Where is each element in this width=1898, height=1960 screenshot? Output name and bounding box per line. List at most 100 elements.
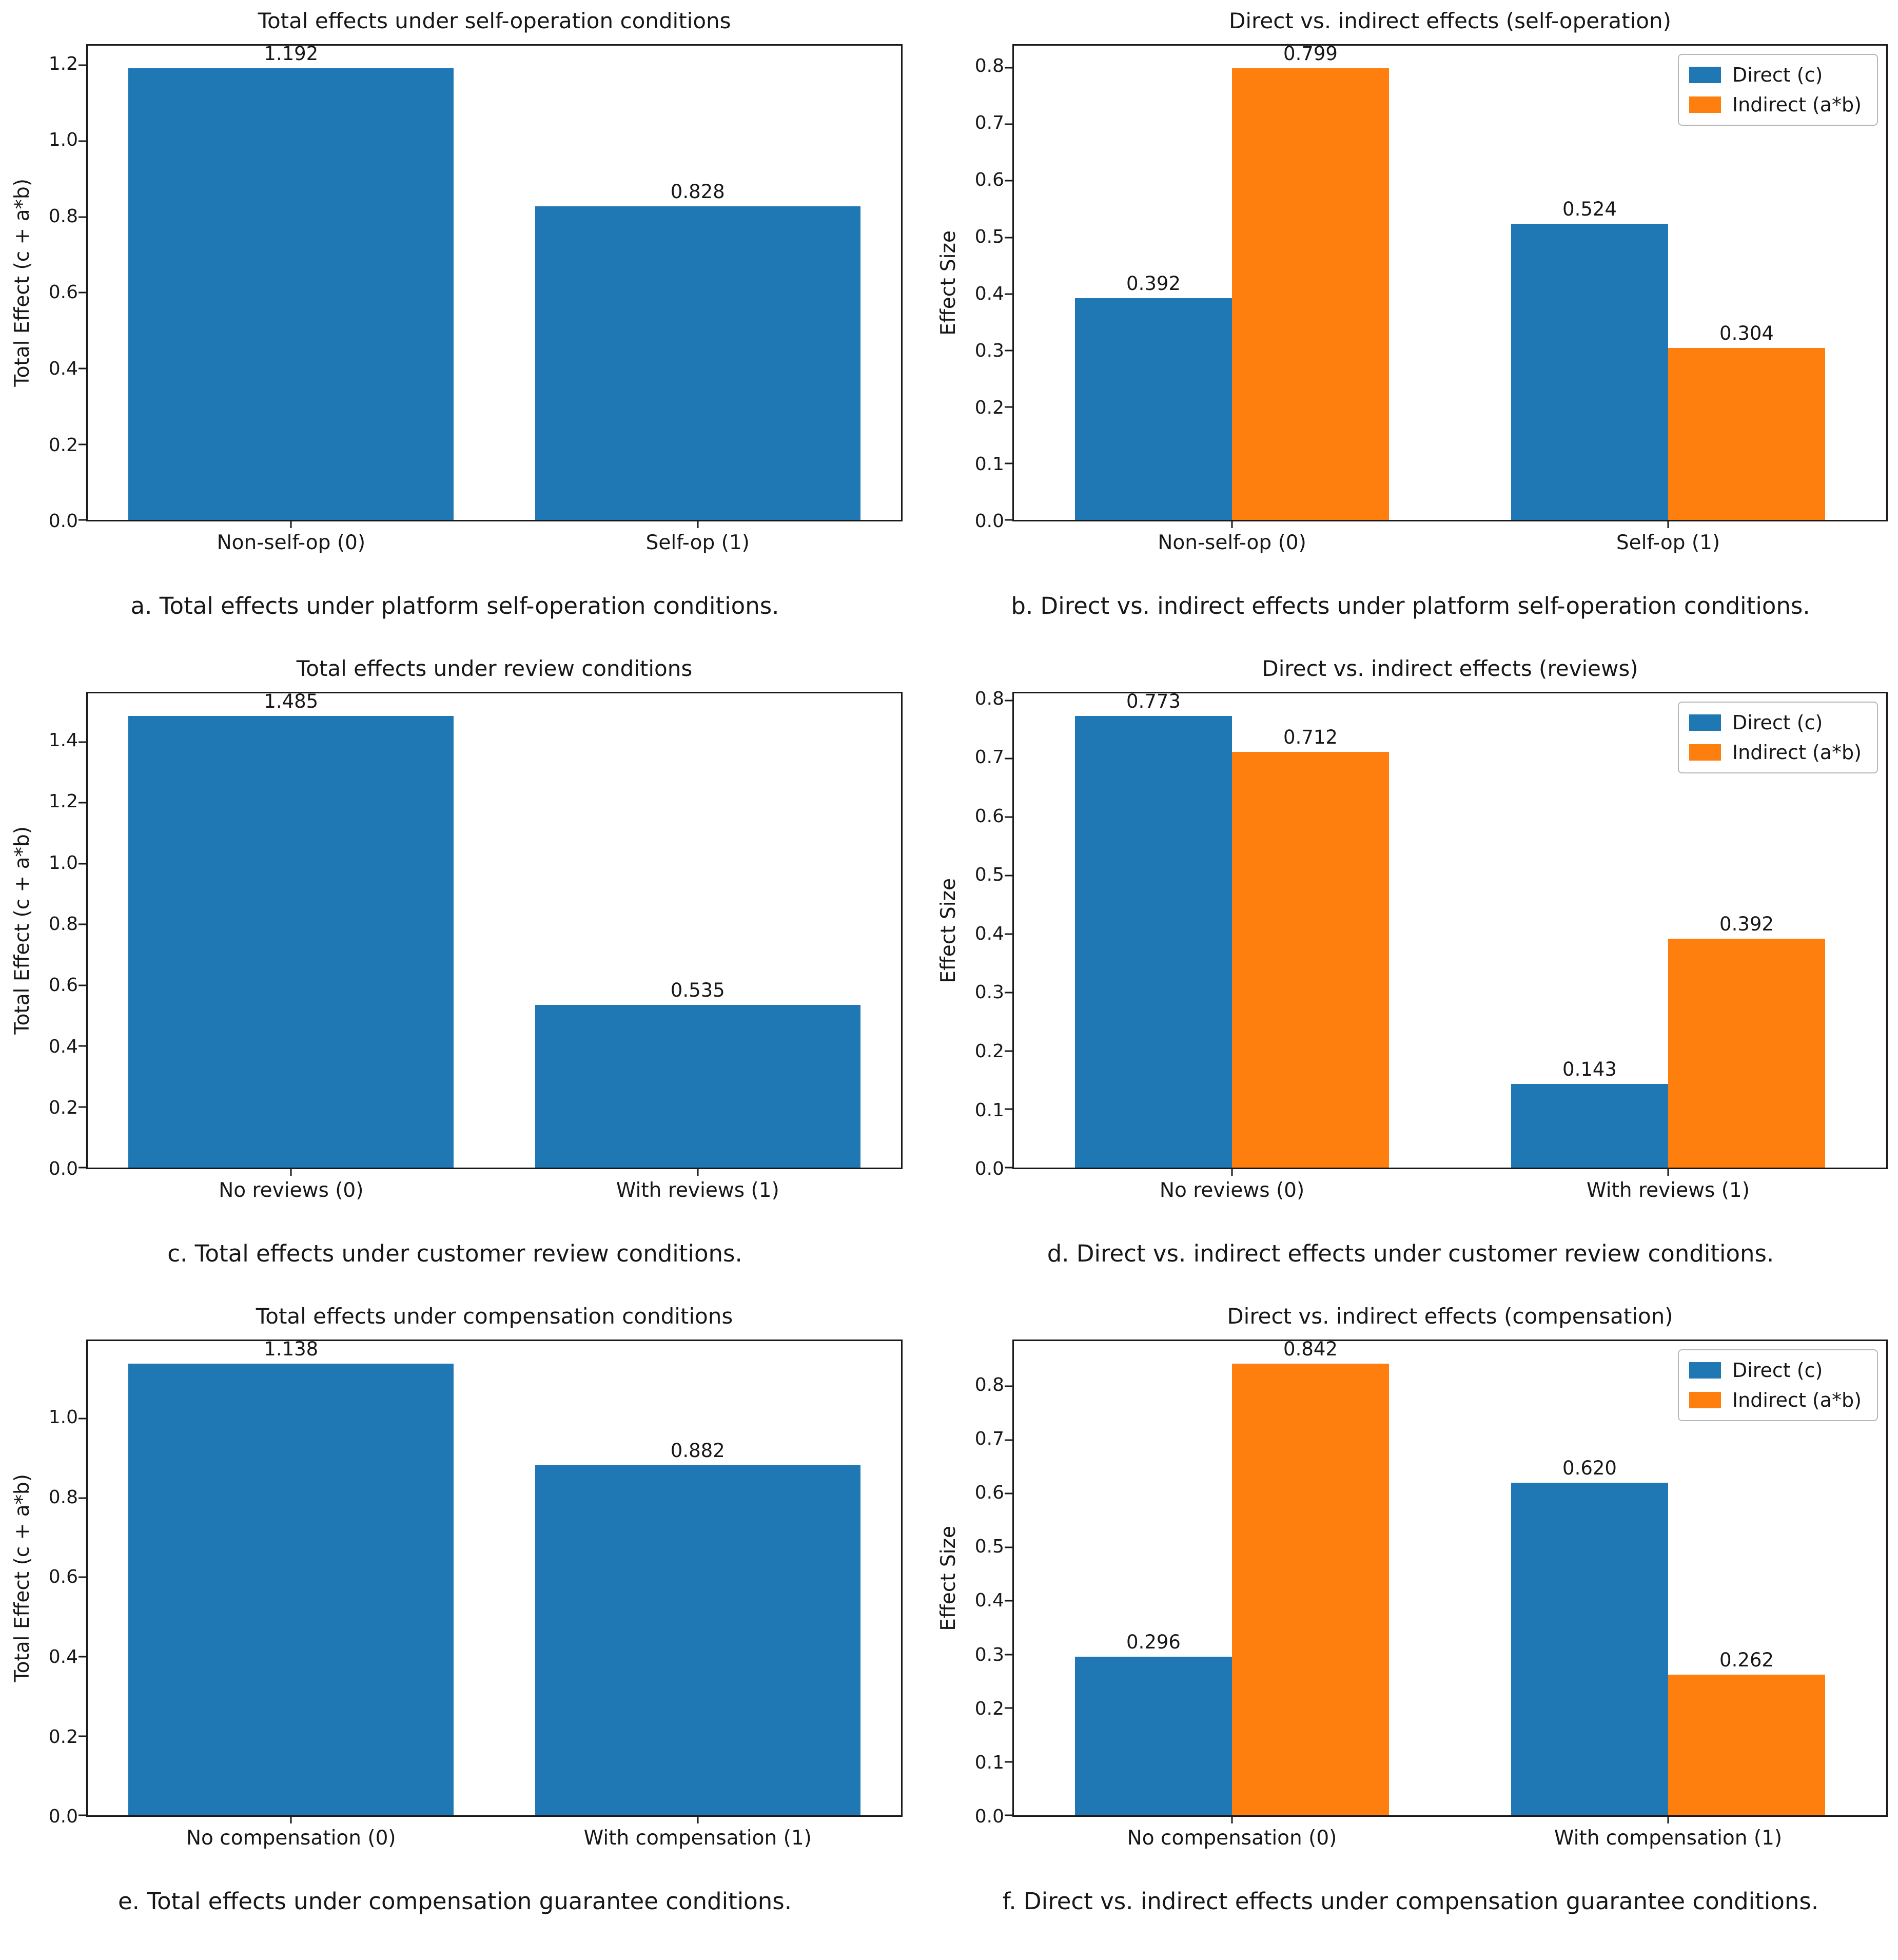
y-tick-label: 0.4	[48, 1036, 78, 1057]
legend-item-direct: Direct (c)	[1689, 65, 1862, 85]
y-tick-label: 0.4	[974, 1590, 1004, 1612]
y-tick-mark	[79, 1497, 86, 1499]
panel-d-direct-indirect-reviews: Direct vs. indirect effects (reviews) Ef…	[933, 656, 1888, 1305]
bar-value-label: 0.535	[670, 979, 725, 1002]
y-tick-mark	[79, 216, 86, 218]
y-tick-label: 0.4	[974, 923, 1004, 944]
panel-b-direct-indirect-self-operation: Direct vs. indirect effects (self-operat…	[933, 9, 1888, 657]
y-tick-label: 0.8	[974, 1374, 1004, 1395]
x-tick-mark	[1667, 1169, 1669, 1176]
x-tick-mark	[697, 1169, 699, 1176]
y-tick-label: 0.7	[974, 1428, 1004, 1449]
legend: Direct (c) Indirect (a*b)	[1677, 54, 1878, 126]
chart-body: Total Effect (c + a*b) 0.0 0.2 0.4 0.6 0.8 1.…	[7, 692, 903, 1202]
y-tick-label: 0.6	[48, 282, 78, 303]
y-axis-ticks: 0.0 0.1 0.2 0.3 0.4 0.5 0.6 0.7 0.8	[963, 689, 1012, 1178]
y-tick-label: 0.0	[48, 1158, 78, 1180]
y-axis-label-column: Total Effect (c + a*b)	[7, 692, 37, 1169]
y-tick-mark	[1005, 933, 1012, 935]
y-tick-mark	[1005, 237, 1012, 239]
chart-body: Effect Size 0.0 0.1 0.2 0.3 0.4 0.5 0.6 0.7 0.8 …	[933, 689, 1888, 1202]
bar-value-label: 0.882	[670, 1440, 725, 1462]
y-tick-label: 0.1	[974, 1099, 1004, 1121]
y-tick-mark	[1005, 406, 1012, 408]
y-tick-mark	[1005, 1439, 1012, 1441]
legend-label: Indirect (a*b)	[1732, 93, 1862, 117]
y-tick-label: 0.0	[974, 511, 1004, 532]
legend-swatch-indirect	[1689, 96, 1721, 113]
x-category-label: Non-self-op (0)	[1158, 531, 1306, 555]
plot-area: No reviews (0) With reviews (1) 1.485 0.535	[79, 692, 903, 1202]
x-category-label: With reviews (1)	[616, 1179, 779, 1202]
panel-a-total-effects-self-operation: Total effects under self-operation condi…	[7, 9, 903, 657]
y-tick-label: 0.5	[974, 1536, 1004, 1558]
x-tick-mark	[1231, 1817, 1233, 1824]
bar-direct	[1075, 716, 1232, 1168]
legend-label: Direct (c)	[1732, 64, 1823, 87]
bar-value-label: 0.712	[1283, 726, 1338, 748]
y-tick-mark	[1005, 1492, 1012, 1495]
y-tick-mark	[1005, 293, 1012, 295]
y-axis-label-column: Effect Size	[933, 692, 963, 1169]
bar-value-label: 0.392	[1126, 273, 1181, 295]
y-axis-label: Total Effect (c + a*b)	[10, 1474, 34, 1682]
caption: d. Direct vs. indirect effects under cus…	[1047, 1240, 1774, 1268]
y-tick-label: 0.6	[48, 975, 78, 996]
bar-direct	[1075, 1656, 1232, 1816]
caption: e. Total effects under compensation guar…	[118, 1888, 792, 1915]
bar-value-label: 0.842	[1283, 1338, 1338, 1361]
legend-swatch-indirect	[1689, 1392, 1721, 1409]
bar-value-label: 0.296	[1126, 1631, 1181, 1653]
bar-direct	[1511, 1084, 1668, 1168]
y-tick-mark	[1005, 180, 1012, 182]
y-axis-ticks: 0.0 0.1 0.2 0.3 0.4 0.5 0.6 0.7 0.8	[963, 1340, 1012, 1826]
y-axis-ticks: 0.0 0.2 0.4 0.6 0.8 1.0 1.2 1.4	[37, 692, 86, 1178]
y-tick-mark	[79, 1576, 86, 1578]
y-tick-mark	[1005, 758, 1012, 760]
chart-title: Total effects under compensation conditi…	[256, 1304, 733, 1329]
y-tick-mark	[79, 802, 86, 804]
bar-value-label: 0.773	[1126, 690, 1181, 713]
legend-swatch-direct	[1689, 1362, 1721, 1379]
chart-title: Direct vs. indirect effects (reviews)	[1262, 656, 1638, 681]
panel-e-total-effects-compensation: Total effects under compensation conditi…	[7, 1304, 903, 1952]
x-category-label: No compensation (0)	[1127, 1827, 1337, 1850]
x-category-label: With compensation (1)	[583, 1827, 812, 1850]
y-tick-mark	[79, 292, 86, 294]
y-tick-mark	[1005, 462, 1012, 464]
chart-title: Direct vs. indirect effects (self-operat…	[1229, 8, 1671, 33]
plot-area: No compensation (0) With compensation (1)…	[1005, 1338, 1888, 1850]
y-tick-mark	[1005, 1050, 1012, 1052]
legend: Direct (c) Indirect (a*b)	[1677, 702, 1878, 774]
y-tick-mark	[1005, 1108, 1012, 1110]
y-tick-label: 1.0	[48, 129, 78, 151]
y-tick-label: 0.7	[974, 112, 1004, 134]
chart-body: Total Effect (c + a*b) 0.0 0.2 0.4 0.6 0.8 1.…	[7, 1340, 903, 1850]
legend-label: Direct (c)	[1732, 1359, 1823, 1382]
x-category-label: With reviews (1)	[1587, 1179, 1750, 1202]
x-tick-mark	[290, 521, 292, 529]
y-tick-mark	[1005, 816, 1012, 818]
y-tick-label: 0.6	[974, 169, 1004, 191]
chart-body: Effect Size 0.0 0.1 0.2 0.3 0.4 0.5 0.6 0.7 0.8 …	[933, 1338, 1888, 1850]
y-tick-mark	[79, 1106, 86, 1108]
y-tick-mark	[1005, 1167, 1012, 1169]
y-tick-label: 0.3	[974, 982, 1004, 1003]
y-tick-label: 1.2	[48, 791, 78, 812]
y-tick-mark	[1005, 875, 1012, 877]
x-category-label: Non-self-op (0)	[217, 531, 366, 555]
y-tick-label: 0.6	[974, 805, 1004, 827]
panel-f-direct-indirect-compensation: Direct vs. indirect effects (compensatio…	[933, 1304, 1888, 1952]
bar-total-effect	[535, 206, 860, 520]
y-tick-mark	[1005, 1600, 1012, 1602]
bar-value-label: 0.799	[1283, 43, 1338, 65]
y-tick-label: 0.6	[974, 1482, 1004, 1504]
y-tick-mark	[79, 984, 86, 986]
bar-indirect	[1232, 68, 1389, 520]
y-tick-label: 0.5	[974, 226, 1004, 247]
caption: a. Total effects under platform self-ope…	[130, 592, 779, 620]
y-tick-label: 0.4	[48, 1646, 78, 1667]
y-axis-ticks: 0.0 0.2 0.4 0.6 0.8 1.0 1.2	[37, 44, 86, 531]
bar-indirect	[1668, 938, 1825, 1168]
